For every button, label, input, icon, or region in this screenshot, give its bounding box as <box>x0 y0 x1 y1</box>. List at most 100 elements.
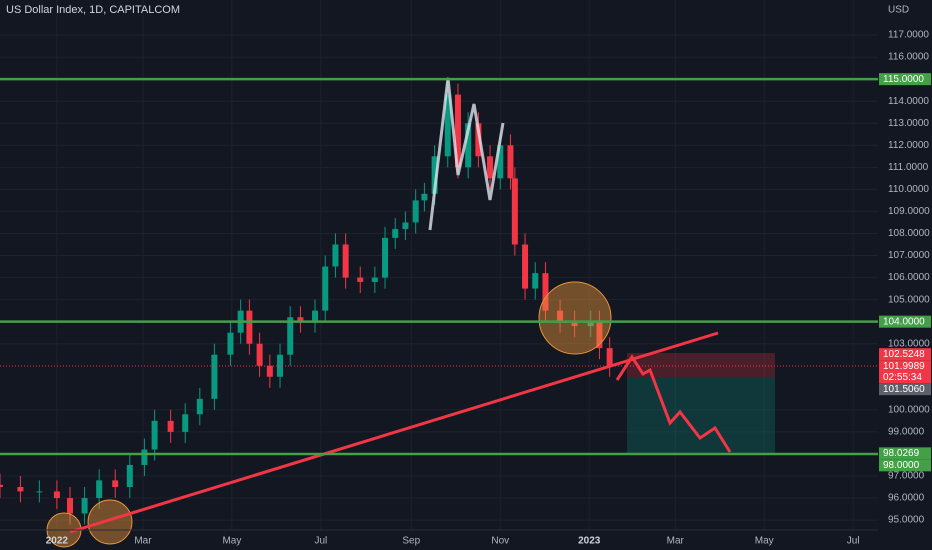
candle-body <box>167 420 174 432</box>
y-tick-label: 112.0000 <box>888 140 929 151</box>
candle-body <box>246 310 253 344</box>
candle-body <box>431 156 438 194</box>
x-tick-label: May <box>755 536 774 547</box>
stop-zone <box>627 353 775 377</box>
candle-body <box>454 94 461 168</box>
x-tick-label: Nov <box>491 536 509 547</box>
candle-body <box>421 193 428 201</box>
candle-body <box>465 123 472 168</box>
price-label: 101.5060 <box>883 384 925 395</box>
x-tick-label: Jul <box>314 536 327 547</box>
candle-body <box>402 222 409 230</box>
candle-body <box>587 321 594 327</box>
y-tick-label: 103.0000 <box>888 338 930 349</box>
y-tick-label: 113.0000 <box>888 118 929 129</box>
y-tick-label: 109.0000 <box>888 206 930 217</box>
candle-body <box>507 145 514 179</box>
y-tick-label: 111.0000 <box>888 162 929 173</box>
y-tick-label: 108.0000 <box>888 228 930 239</box>
axis-unit: USD <box>888 5 909 16</box>
candle-body <box>277 354 284 377</box>
candle-body <box>297 317 304 322</box>
x-tick-label: Jul <box>847 536 860 547</box>
y-tick-label: 95.0000 <box>888 515 925 526</box>
candle-body <box>522 244 529 289</box>
price-label: 115.0000 <box>883 74 924 85</box>
candle-body <box>557 310 564 322</box>
candle-body <box>357 277 364 282</box>
x-tick-label: Mar <box>134 536 152 547</box>
candle-body <box>332 244 339 267</box>
y-tick-label: 114.0000 <box>888 96 929 107</box>
candle-body <box>497 145 504 179</box>
y-tick-label: 116.0000 <box>888 52 929 63</box>
price-label-box <box>879 73 931 86</box>
candle-body <box>17 487 24 492</box>
y-tick-label: 100.0000 <box>888 404 930 415</box>
y-tick-label: 110.0000 <box>888 184 929 195</box>
candle-body <box>287 317 294 355</box>
y-tick-label: 96.0000 <box>888 493 925 504</box>
candle-body <box>36 491 43 493</box>
candle-body <box>256 343 263 366</box>
candle-body <box>196 398 203 415</box>
candle-body <box>412 200 419 223</box>
price-label-box <box>879 360 931 373</box>
candle-body <box>487 156 494 179</box>
overlay: 95.0000 96.0000 97.0000 99.0000 100.0000 103.… <box>46 30 930 547</box>
candle-body <box>606 348 613 366</box>
price-label-box <box>879 383 931 396</box>
candle-body <box>511 178 518 245</box>
candle-body <box>112 480 119 488</box>
candle-body <box>322 266 329 311</box>
candle-body <box>227 332 234 355</box>
y-tick-label: 105.0000 <box>888 294 930 305</box>
candle-body <box>542 273 549 311</box>
candle-body <box>141 449 148 465</box>
candle-body <box>532 273 539 289</box>
candle-body <box>371 277 378 282</box>
x-tick-label: Mar <box>667 536 685 547</box>
x-tick-label: Sep <box>402 536 420 547</box>
pattern-line <box>428 77 505 231</box>
y-tick-label: 106.0000 <box>888 272 930 283</box>
x-tick-label: 2022 <box>46 536 69 547</box>
price-label: 98.0000 <box>883 460 920 471</box>
candle-body <box>81 498 88 514</box>
x-tick-label: May <box>222 536 241 547</box>
candle-body <box>0 484 3 488</box>
candles <box>0 76 613 525</box>
y-tick-label: 117.0000 <box>888 30 929 41</box>
y-tick-label: 107.0000 <box>888 250 930 261</box>
projection-path <box>615 354 732 453</box>
price-label: 102.5248 <box>883 349 925 360</box>
chart-title: US Dollar Index, 1D, CAPITALCOM <box>6 4 180 16</box>
candle-body <box>151 420 158 450</box>
candle-body <box>342 244 349 278</box>
candle-body <box>571 321 578 327</box>
price-label-box <box>879 348 931 361</box>
candle-body <box>96 480 103 499</box>
target-zone <box>627 377 775 453</box>
price-label-box <box>879 315 931 328</box>
candle-body <box>67 498 74 514</box>
price-label: 104.0000 <box>883 316 925 327</box>
circle-marker <box>87 499 133 545</box>
candle-body <box>392 229 399 238</box>
countdown-box <box>879 371 931 384</box>
candle-body <box>53 491 60 499</box>
candle-body <box>444 94 451 157</box>
candle-body <box>126 464 133 488</box>
candle-body <box>596 321 603 349</box>
y-tick-label: 97.0000 <box>888 471 925 482</box>
price-label-box <box>879 459 931 472</box>
candle-body <box>211 354 218 399</box>
candle-body <box>182 414 189 432</box>
candle-body <box>266 365 273 377</box>
x-tick-label: 2023 <box>578 536 601 547</box>
y-tick-label: 99.0000 <box>888 427 925 438</box>
price-label-box <box>879 447 931 460</box>
candle-body <box>312 310 319 322</box>
